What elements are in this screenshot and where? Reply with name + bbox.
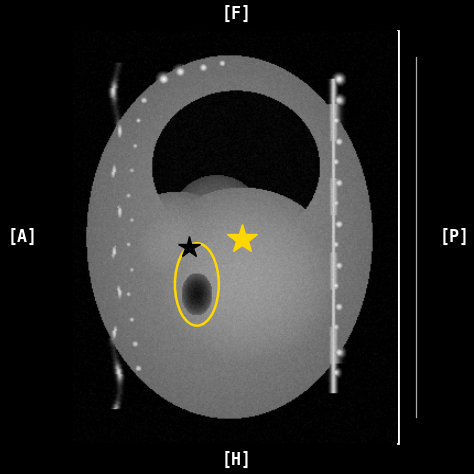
- Text: [P]: [P]: [440, 228, 470, 246]
- Text: [F]: [F]: [222, 5, 252, 23]
- Text: [A]: [A]: [8, 228, 38, 246]
- Text: [H]: [H]: [222, 451, 252, 469]
